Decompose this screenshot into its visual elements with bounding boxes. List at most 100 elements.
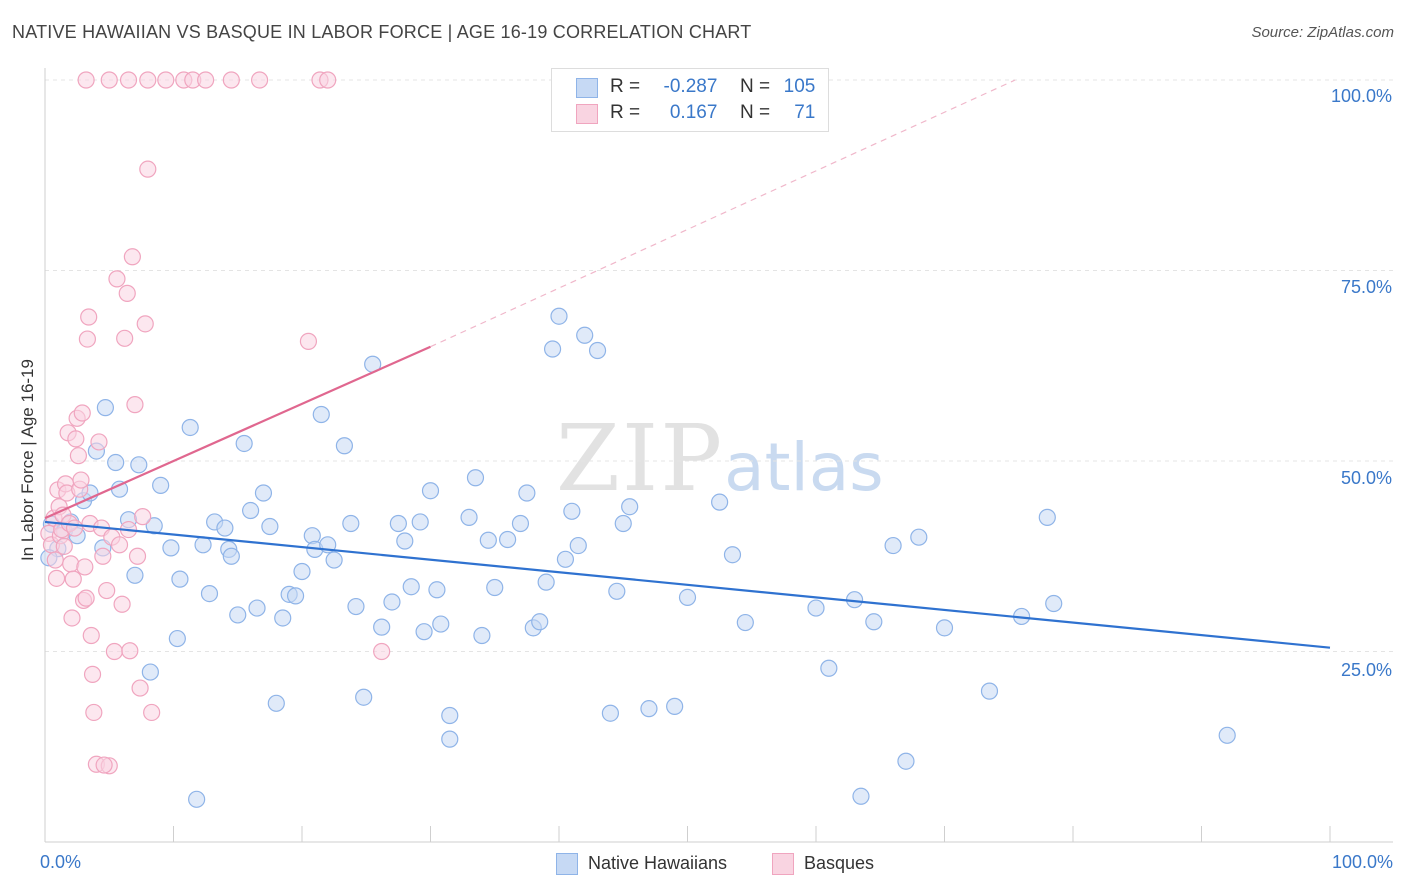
native-hawaiian-point: [466, 469, 485, 487]
x-tick-label-max: 100.0%: [1331, 852, 1393, 872]
basque-point: [118, 284, 136, 302]
native-hawaiian-point: [576, 326, 594, 344]
y-tick-label: 25.0%: [1340, 660, 1392, 680]
legend-swatch-pink: [576, 104, 598, 124]
basque-point: [78, 330, 97, 348]
native-hawaiian-point: [736, 613, 754, 632]
native-hawaiian-point: [569, 536, 587, 555]
basque-point: [94, 547, 112, 565]
native-hawaiian-point: [884, 536, 902, 555]
native-hawaiian-point: [402, 578, 420, 596]
native-hawaiian-point: [274, 609, 292, 627]
native-hawaiian-point: [441, 730, 459, 748]
native-hawaiian-point: [222, 547, 240, 565]
native-hawaiian-point: [588, 341, 607, 360]
basque-point: [126, 396, 144, 414]
native-hawaiian-point: [171, 570, 189, 588]
basque-point: [139, 71, 157, 89]
basque-point: [128, 547, 147, 565]
basque-point: [55, 537, 73, 555]
basque-point: [65, 519, 84, 537]
native-hawaiian-point: [723, 546, 742, 564]
native-hawaiian-point: [235, 434, 253, 453]
native-hawaiian-point: [852, 787, 870, 805]
watermark: ZIPatlas: [556, 405, 884, 512]
basque-point: [95, 756, 113, 774]
basque-point: [299, 332, 318, 350]
native-hawaiian-point: [107, 453, 125, 472]
native-hawaiian-point: [601, 704, 620, 722]
native-hawaiian-point: [383, 593, 401, 611]
native-hawaiian-point: [229, 606, 247, 624]
native-hawaiian-point: [267, 694, 285, 712]
native-hawaiian-point: [556, 550, 575, 568]
basque-point: [77, 71, 95, 89]
native-hawaiian-trend-line: [44, 520, 1331, 649]
basque-point: [63, 609, 81, 627]
native-hawaiian-point: [335, 437, 354, 455]
native-hawaiian-point: [96, 399, 114, 417]
native-hawaiian-point: [820, 659, 838, 677]
native-hawaiian-point: [216, 519, 234, 537]
native-hawaiian-point: [711, 493, 729, 511]
native-hawaiian-point: [242, 501, 260, 520]
source-label: Source: ZipAtlas.com: [1251, 24, 1394, 41]
native-hawaiian-point: [200, 584, 219, 603]
y-tick-label: 100.0%: [1330, 86, 1392, 106]
basque-point: [222, 71, 240, 89]
native-hawaiian-point: [807, 599, 825, 617]
basque-point: [98, 581, 116, 600]
native-hawaiian-point: [428, 581, 446, 599]
basque-point: [157, 71, 175, 89]
basque-point: [73, 404, 91, 422]
native-hawaiian-point: [152, 476, 170, 494]
legend-label: Native Hawaiians: [588, 853, 728, 873]
native-hawaiian-point: [254, 484, 273, 502]
native-hawaiian-point: [1038, 508, 1056, 526]
basque-point: [90, 433, 108, 451]
basque-point: [134, 508, 152, 526]
legend-text: R = -0.287 N = 105: [610, 76, 816, 97]
basque-point: [64, 570, 82, 588]
native-hawaiian-point: [511, 514, 530, 533]
native-hawaiian-point: [342, 514, 360, 533]
native-hawaiian-point: [1218, 726, 1236, 744]
native-hawaiian-point: [543, 340, 562, 358]
basque-point: [373, 642, 391, 661]
basque-point: [76, 558, 94, 576]
y-axis-label: In Labor Force | Age 16-19: [18, 359, 37, 561]
native-hawaiian-point: [479, 531, 497, 549]
basque-point: [105, 642, 123, 661]
basque-trend-extension: [430, 79, 1016, 348]
native-hawaiian-point: [141, 663, 159, 681]
legend-text: R = 0.167 N = 71: [610, 102, 816, 123]
basque-point: [143, 703, 161, 722]
legend-swatch-blue: [556, 853, 578, 875]
basque-point: [116, 329, 134, 347]
basque-point: [85, 703, 103, 722]
native-hawaiian-point: [499, 530, 517, 549]
native-hawaiian-point: [411, 513, 429, 531]
native-hawaiian-point: [531, 613, 549, 631]
native-hawaiian-point: [286, 587, 305, 605]
native-hawaiian-point: [550, 307, 568, 325]
basque-point: [67, 430, 85, 448]
native-hawaiian-point: [325, 551, 343, 569]
native-hawaiian-point: [910, 528, 928, 546]
native-hawaiian-point: [130, 456, 148, 474]
basque-point: [197, 71, 215, 89]
legend-swatch-pink: [772, 853, 794, 875]
native-hawaiian-point: [261, 517, 279, 536]
x-tick-label-min: 0.0%: [40, 852, 82, 872]
native-hawaiian-point: [537, 573, 555, 591]
basque-point: [83, 665, 102, 683]
native-hawaiian-point: [415, 623, 433, 641]
basque-point: [46, 551, 64, 569]
native-hawaiian-point: [293, 562, 311, 581]
native-hawaiian-point: [460, 508, 478, 526]
native-hawaiian-point: [640, 700, 658, 718]
y-tick-label: 75.0%: [1340, 277, 1392, 297]
basque-point: [319, 71, 337, 89]
native-hawaiian-point: [355, 688, 373, 706]
